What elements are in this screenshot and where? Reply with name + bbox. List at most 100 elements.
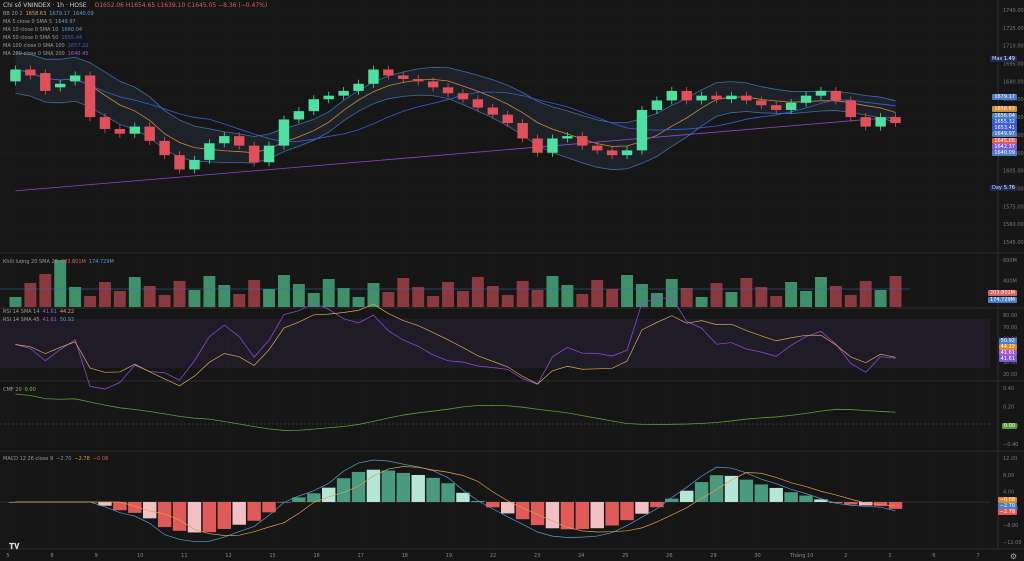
volume-bar [650, 293, 663, 307]
price-legend-row-2[interactable]: MA 10 close 0 SMA 10 1660.04 [3, 26, 97, 34]
time-label: 16 [313, 553, 319, 559]
candle-body [591, 145, 603, 151]
volume-bar [442, 282, 455, 307]
price-badge-tag: Day [990, 185, 1004, 191]
volume-bar [635, 284, 648, 307]
rsi-legend-row-0[interactable]: RSI 14 SMA 14 41.61 44.22 [3, 308, 77, 316]
time-label: 6 [932, 553, 935, 559]
symbol-title[interactable]: Chỉ số VNINDEX · 1h · HOSE [3, 2, 87, 9]
cmf-legend-row[interactable]: CMF 20 0.00 [3, 386, 39, 394]
macd-histogram-bar [381, 470, 396, 502]
cmf-legend: CMF 20 0.00 [3, 386, 39, 394]
time-label: 15 [269, 553, 275, 559]
price-badge: 1653.41 [992, 125, 1017, 131]
candle-body [860, 117, 871, 127]
volume-legend-row[interactable]: Khối lượng 20 SMA 20 203.801M 174.729M [3, 258, 117, 266]
rsi-legend-row-1[interactable]: RSI 14 SMA 45 41.61 50.92 [3, 316, 77, 324]
volume-bar [740, 278, 753, 307]
price-badge: 1625.76 [992, 185, 1017, 191]
candle-body [263, 145, 275, 163]
volume-bar [218, 285, 231, 307]
volume-bar [233, 294, 246, 307]
macd-histogram-bar [769, 487, 783, 502]
candle-body [517, 123, 528, 139]
macd-histogram-bar [814, 499, 828, 502]
rsi-tick-label: 20.00 [1003, 372, 1017, 378]
macd-histogram-bar [590, 502, 604, 529]
rsi-legend-row-1-value: 50.92 [59, 317, 75, 323]
macd-histogram-bar [873, 502, 888, 506]
cmf-line [15, 393, 896, 431]
macd-histogram-bar [679, 490, 694, 502]
price-legend-row-1[interactable]: MA 5 close 0 SMA 5 1649.97 [3, 18, 97, 26]
candle-body [442, 87, 454, 94]
macd-legend-row[interactable]: MACD 12 26 close 9 −2.70 −2.78 −0.08 [3, 455, 111, 463]
macd-histogram-bar [351, 471, 366, 502]
candle-body [472, 99, 484, 108]
volume-bar [307, 293, 320, 307]
macd-histogram-bar [620, 502, 634, 521]
macd-histogram-bar [784, 492, 798, 502]
macd-histogram-bar [694, 482, 709, 502]
chart-header: Chỉ số VNINDEX · 1h · HOSE O1652.06 H165… [3, 2, 267, 10]
macd-histogram-bar [709, 475, 724, 502]
price-legend-row-5-value: 1640.45 [67, 51, 89, 57]
volume-bar [69, 287, 82, 307]
volume-bar [621, 275, 634, 307]
time-label: 17 [358, 553, 364, 559]
volume-bar [680, 288, 693, 307]
price-badge: 1711.49 [992, 56, 1017, 62]
candle-body [99, 117, 111, 129]
macd-tick-label: −12.00 [1003, 540, 1022, 546]
time-label: 29 [710, 553, 716, 559]
cmf-badge: 0.00 [1001, 423, 1017, 429]
volume-legend-row-value: 203.801M [60, 259, 86, 265]
volume-bar [412, 287, 425, 307]
volume-bar [755, 287, 768, 307]
price-legend-row-0-label: BB 20 2 [3, 11, 23, 17]
gear-icon[interactable]: ⚙ [1009, 552, 1017, 561]
price-legend-row-3-label: MA 50 close 0 SMA 50 [3, 35, 59, 41]
candle-body [770, 105, 782, 110]
price-legend-row-4-label: MA 100 close 0 SMA 100 [3, 43, 65, 49]
candle-body [40, 73, 51, 91]
price-tick-label: 1545.00 [1003, 240, 1024, 246]
time-label: Tháng 10 [789, 552, 814, 559]
price-legend-row-0-value: 1658.63 [25, 11, 47, 17]
time-label: 11 [181, 553, 187, 559]
volume-tick-label: 600M [1003, 258, 1017, 264]
time-label: 23 [534, 553, 540, 559]
candle-body [308, 99, 320, 112]
macd-histogram-bar [486, 502, 500, 508]
macd-histogram-bar [471, 500, 485, 502]
candle-body [383, 69, 394, 76]
candle-body [174, 155, 185, 170]
rsi-legend-row-0-value: 41.61 [42, 309, 57, 315]
tradingview-logo[interactable]: 𝐓𝐕 [9, 542, 20, 551]
price-legend-row-5[interactable]: MA 200 close 0 SMA 200 1640.45 [3, 50, 97, 58]
candle-body [711, 95, 722, 100]
candle-body [293, 111, 305, 120]
volume-bar [844, 295, 857, 307]
macd-legend-row-value: −0.08 [92, 456, 109, 462]
volume-bar [113, 291, 126, 307]
candle-body [562, 136, 573, 139]
macd-histogram-bar [98, 502, 112, 506]
price-legend-row-4[interactable]: MA 100 close 0 SMA 100 1657.22 [3, 42, 97, 50]
macd-histogram-bar [157, 502, 172, 528]
time-label: 19 [446, 553, 452, 559]
volume-bar [516, 281, 529, 307]
macd-legend-row-value: −2.70 [56, 456, 72, 462]
macd-histogram-bar [605, 502, 619, 526]
candle-body [875, 117, 886, 127]
price-legend-row-0[interactable]: BB 20 2 1658.63 1679.17 1640.09 [3, 10, 97, 18]
price-legend-row-3[interactable]: MA 50 close 0 SMA 50 1655.44 [3, 34, 97, 42]
price-legend-row-0-value: 1640.09 [72, 11, 94, 17]
volume-badge: 203.801M [988, 290, 1017, 296]
candle-body [726, 95, 737, 100]
macd-tick-label: 12.00 [1003, 456, 1017, 462]
rsi-sma-line [15, 303, 896, 387]
macd-histogram-bar [172, 502, 187, 531]
